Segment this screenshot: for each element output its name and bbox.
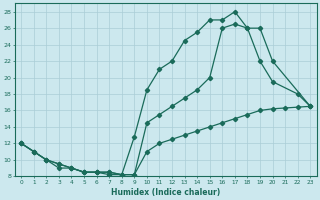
- X-axis label: Humidex (Indice chaleur): Humidex (Indice chaleur): [111, 188, 220, 197]
